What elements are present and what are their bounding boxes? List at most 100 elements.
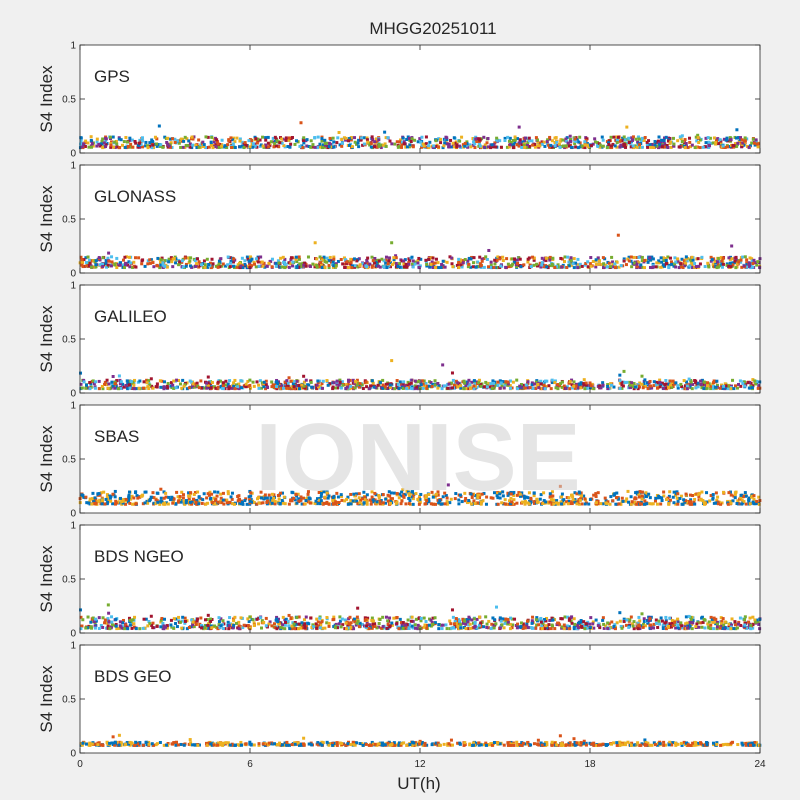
data-point — [117, 137, 121, 141]
data-point — [273, 135, 277, 139]
data-point — [400, 499, 404, 503]
data-point — [352, 492, 356, 496]
data-point — [259, 490, 263, 494]
data-point — [667, 502, 671, 506]
data-point — [327, 264, 331, 268]
data-point — [669, 383, 673, 387]
data-point — [416, 497, 420, 501]
data-point — [219, 492, 223, 496]
data-point — [266, 141, 270, 145]
data-point — [144, 140, 148, 144]
data-point — [564, 144, 568, 148]
data-point — [413, 379, 417, 383]
data-point — [532, 491, 536, 495]
data-point — [456, 385, 460, 389]
data-point — [579, 623, 583, 627]
data-point — [297, 387, 301, 391]
data-point — [158, 257, 162, 261]
data-point — [733, 620, 737, 624]
data-point — [341, 623, 345, 627]
data-point — [747, 386, 751, 390]
data-point — [550, 490, 554, 494]
data-point — [257, 501, 261, 505]
data-point — [357, 145, 361, 149]
data-point — [529, 500, 533, 504]
data-point — [434, 144, 438, 148]
data-point — [457, 621, 461, 625]
data-point — [563, 615, 567, 619]
data-point — [743, 255, 747, 259]
data-point — [257, 383, 261, 387]
data-point — [100, 502, 104, 506]
data-point — [654, 496, 658, 500]
data-point — [392, 491, 396, 495]
data-point — [492, 145, 496, 149]
data-point — [315, 383, 319, 387]
data-point — [703, 265, 707, 269]
data-point — [201, 140, 205, 144]
data-point — [642, 379, 646, 383]
data-point — [548, 618, 552, 622]
data-point — [411, 494, 415, 498]
data-point — [450, 262, 454, 266]
data-point — [80, 145, 84, 149]
data-point — [677, 266, 681, 270]
data-point — [516, 387, 520, 391]
data-point — [660, 260, 664, 264]
data-point — [565, 624, 569, 628]
data-point — [560, 145, 564, 149]
data-point — [368, 143, 372, 147]
data-point — [229, 136, 233, 140]
data-point — [715, 498, 719, 502]
data-point — [311, 262, 315, 266]
data-point — [695, 383, 699, 387]
data-point — [346, 495, 350, 499]
data-point — [485, 258, 489, 262]
data-point — [133, 256, 137, 260]
data-point — [390, 142, 394, 146]
data-point — [247, 495, 251, 499]
data-point — [381, 383, 385, 387]
data-point — [280, 491, 284, 495]
data-point — [371, 383, 375, 387]
data-point — [248, 498, 252, 502]
data-point — [696, 493, 700, 497]
data-point — [300, 386, 304, 390]
data-point — [335, 382, 339, 386]
data-point — [287, 502, 291, 506]
y-tick-label: 0 — [70, 389, 76, 400]
data-point — [374, 386, 378, 390]
data-point — [332, 264, 336, 268]
data-point — [159, 620, 163, 624]
data-point — [174, 378, 178, 382]
data-point — [425, 262, 429, 266]
data-point — [254, 137, 258, 141]
data-point — [403, 493, 407, 497]
data-point — [377, 625, 381, 629]
data-point — [384, 255, 388, 259]
data-point — [679, 494, 683, 498]
data-point — [437, 145, 441, 149]
data-point — [111, 135, 115, 139]
data-point — [232, 257, 236, 261]
data-point — [231, 142, 235, 146]
peak-point — [441, 363, 445, 367]
data-point — [632, 382, 636, 386]
data-point — [607, 622, 611, 626]
data-point — [569, 140, 573, 144]
data-point — [632, 146, 636, 150]
data-point — [627, 500, 631, 504]
data-point — [181, 265, 185, 269]
data-point — [159, 263, 163, 267]
data-point — [524, 495, 528, 499]
data-point — [317, 491, 321, 495]
data-point — [448, 255, 452, 259]
data-point — [579, 381, 583, 385]
data-point — [145, 144, 149, 148]
data-point — [463, 144, 467, 148]
data-point — [413, 260, 417, 264]
data-point — [576, 263, 580, 267]
data-point — [669, 145, 673, 149]
data-point — [747, 264, 751, 268]
data-point — [574, 140, 578, 144]
